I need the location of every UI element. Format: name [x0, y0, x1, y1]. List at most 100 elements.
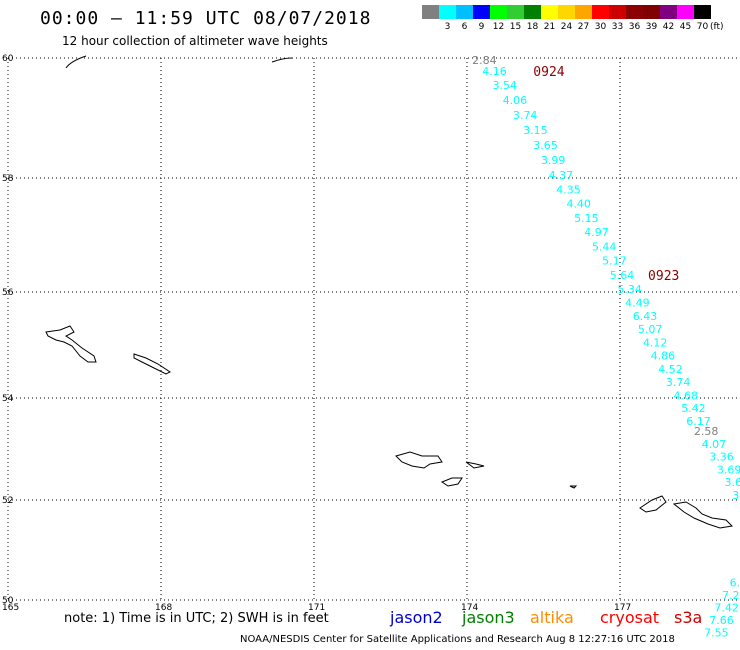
scale-label: 18	[526, 22, 539, 32]
island-aleut-1	[395, 451, 443, 469]
swh-value: 5.64	[610, 269, 635, 282]
scale-label: 9	[478, 22, 485, 32]
swh-value: 3.54	[493, 79, 518, 92]
pass-labels: 09240923092	[533, 65, 679, 284]
scale-label: 42	[662, 22, 675, 32]
swh-value: 3.74	[513, 109, 538, 122]
swh-value: 7.55	[704, 627, 729, 640]
swh-value: 4.86	[651, 350, 676, 363]
legend-s3a: s3a	[674, 608, 703, 627]
lon-label: 168	[155, 603, 172, 613]
scale-cell	[660, 5, 677, 19]
scale-cell	[507, 5, 524, 19]
scale-cell	[592, 5, 609, 19]
swh-value: 3.69	[732, 489, 740, 502]
pass-time-label: 0923	[648, 269, 679, 284]
coastline-top-left	[65, 55, 87, 69]
swh-value: 4.52	[658, 363, 683, 376]
swh-value: 3.69	[717, 463, 740, 476]
scale-cell	[626, 5, 643, 19]
lon-label: 174	[461, 603, 478, 613]
lat-label: 60	[2, 54, 14, 64]
lat-label: 54	[2, 394, 14, 404]
legend-cryosat: cryosat	[600, 608, 660, 627]
island-large-west	[45, 325, 97, 363]
color-scale	[422, 5, 711, 19]
lat-label: 56	[2, 288, 14, 298]
swh-value: 4.68	[674, 389, 699, 402]
swh-value: 4.35	[556, 183, 581, 196]
scale-cell	[524, 5, 541, 19]
scale-cell	[422, 5, 439, 19]
scale-label: 33	[611, 22, 624, 32]
lat-label: 50	[2, 596, 14, 606]
scale-cell	[456, 5, 473, 19]
swh-value: 5.07	[638, 323, 663, 336]
map-subtitle: 12 hour collection of altimeter wave hei…	[62, 34, 328, 48]
scale-label: 27	[577, 22, 590, 32]
swh-value: 4.40	[566, 198, 591, 211]
credit-line: NOAA/NESDIS Center for Satellite Applica…	[240, 634, 675, 645]
altimeter-track: 2.844.163.54 4.06 3.74 3.15 3.65 3.99 4.374.35…	[472, 54, 740, 640]
lat-label: 58	[2, 174, 14, 184]
swh-value: 4.16	[482, 65, 507, 78]
lat-label: 52	[2, 496, 13, 506]
scale-label: 70	[696, 22, 709, 32]
coastline-top-right	[271, 57, 293, 63]
lon-label: 177	[614, 603, 631, 613]
island-aleut-5	[639, 495, 667, 513]
color-scale-labels: 3 6 9 12 15 18 21 24 27 30 33 36 39 42 45 70	[422, 22, 711, 32]
legend-jason3: jason3	[462, 608, 515, 627]
swh-value: 4.12	[643, 336, 668, 349]
swh-value: 6.17	[686, 415, 711, 428]
swh-value: 3.36	[709, 451, 734, 464]
swh-value: 6.97	[730, 577, 740, 590]
scale-cell	[473, 5, 490, 19]
swh-value: 4.49	[625, 297, 650, 310]
swh-value: 2.58	[694, 425, 719, 438]
scale-cell	[558, 5, 575, 19]
legend-altika: altika	[530, 608, 574, 627]
swh-value: 4.07	[702, 438, 727, 451]
lon-label: 171	[308, 603, 325, 613]
swh-value: 5.42	[681, 402, 706, 415]
footer-note: note: 1) Time is in UTC; 2) SWH is in fe…	[64, 611, 329, 626]
swh-value: 7.42	[714, 602, 739, 615]
swh-value: 7.25	[722, 589, 740, 602]
swh-value: 4.97	[584, 226, 609, 239]
swh-value: 5.17	[602, 255, 627, 268]
scale-label: 39	[645, 22, 658, 32]
swh-value: 7.66	[709, 614, 734, 627]
swh-value: 2.84	[472, 54, 497, 67]
scale-cell	[643, 5, 660, 19]
legend-jason2: jason2	[390, 608, 443, 627]
scale-label: 12	[492, 22, 505, 32]
swh-value: 5.44	[592, 240, 617, 253]
scale-label: 15	[509, 22, 522, 32]
scale-label: 6	[461, 22, 468, 32]
swh-value: 6.43	[633, 310, 658, 323]
island-aleut-3	[440, 477, 463, 487]
scale-cell	[677, 5, 694, 19]
swh-value: 3.15	[523, 124, 548, 137]
swh-value: 3.62	[725, 476, 740, 489]
swh-value: 5.34	[617, 283, 642, 296]
scale-cell	[609, 5, 626, 19]
scale-label: 3	[444, 22, 451, 32]
lon-label: 165	[2, 603, 19, 613]
coastlines	[45, 55, 734, 529]
swh-value: 4.37	[549, 169, 574, 182]
lat-lon-grid	[7, 57, 740, 601]
island-aleut-4	[569, 485, 578, 489]
scale-label: 45	[679, 22, 692, 32]
swh-value: 3.99	[541, 154, 566, 167]
swh-value: 4.06	[503, 94, 528, 107]
island-small-west	[133, 353, 171, 375]
map-title: 00:00 – 11:59 UTC 08/07/2018	[40, 8, 372, 29]
scale-cell	[490, 5, 507, 19]
pass-time-label: 0924	[533, 65, 564, 80]
scale-label: 21	[543, 22, 556, 32]
swh-value: 3.74	[666, 376, 691, 389]
